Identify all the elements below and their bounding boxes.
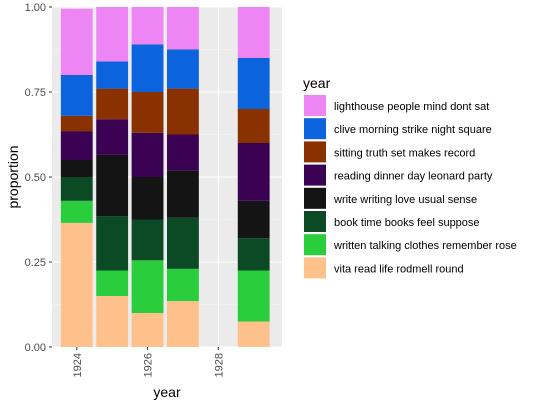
bar-segment: [61, 116, 93, 131]
bar-segment: [96, 216, 128, 270]
bar-segment: [167, 50, 199, 89]
legend-key: [304, 165, 326, 186]
bar-segment: [132, 313, 164, 347]
bar-segment: [238, 143, 270, 201]
y-tick-label: 0.50: [25, 172, 46, 184]
legend-label: sitting truth set makes record: [334, 147, 475, 159]
bar-segment: [238, 201, 270, 238]
legend-key: [304, 95, 326, 116]
bar-segment: [61, 177, 93, 201]
legend-label: write writing love usual sense: [333, 194, 477, 206]
bar-segment: [167, 269, 199, 301]
bar-segment: [238, 271, 270, 322]
bar-segment: [132, 7, 164, 44]
legend-key: [304, 211, 326, 232]
bar-segment: [96, 296, 128, 347]
bar-segment: [167, 170, 199, 218]
bar-segment: [132, 44, 164, 92]
legend-label: book time books feel suppose: [334, 217, 480, 229]
bar-segment: [61, 201, 93, 223]
bar-segment: [96, 7, 128, 61]
legend-key: [304, 188, 326, 209]
bar-segment: [96, 61, 128, 88]
legend-key: [304, 234, 326, 255]
bar-segment: [61, 9, 93, 75]
x-axis: 1924 1926 1928: [72, 347, 226, 377]
y-tick-label: 0.25: [25, 257, 46, 269]
bar-segment: [167, 301, 199, 347]
legend-label: clive morning strike night square: [334, 124, 492, 136]
legend-label: lighthouse people mind dont sat: [334, 101, 489, 113]
bar-segment: [238, 109, 270, 143]
legend-key: [304, 257, 326, 278]
x-axis-title: year: [153, 384, 181, 400]
bar-segment: [167, 135, 199, 171]
legend-key: [304, 141, 326, 162]
legend-label: reading dinner day leonard party: [334, 171, 493, 183]
legend-key: [304, 118, 326, 139]
bar-segment: [238, 238, 270, 270]
bar-segment: [96, 271, 128, 297]
bar-segment: [132, 177, 164, 220]
bar-segment: [238, 7, 270, 58]
y-tick-label: 0.75: [25, 87, 46, 99]
bar-segment: [167, 7, 199, 50]
bar-segment: [167, 218, 199, 269]
y-tick-label: 0.00: [25, 342, 46, 354]
bar-segment: [132, 92, 164, 133]
y-axis-title: proportion: [5, 145, 21, 208]
bar-segment: [238, 58, 270, 109]
bar-segment: [61, 223, 93, 347]
bar-segment: [61, 160, 93, 177]
bar-segment: [61, 131, 93, 160]
bar-segment: [132, 260, 164, 313]
legend-label: vita read life rodmell round: [334, 263, 464, 275]
y-axis: 0.00 0.25 0.50 0.75 1.00: [25, 2, 52, 354]
legend: year lighthouse people mind dont sat cliv…: [303, 75, 517, 278]
legend-title: year: [303, 75, 331, 91]
x-tick-label: 1928: [213, 353, 225, 377]
bar-segment: [96, 119, 128, 155]
y-tick-label: 1.00: [25, 2, 46, 14]
bar-segment: [238, 322, 270, 348]
bar-segment: [96, 89, 128, 120]
bar-segment: [96, 155, 128, 216]
bar-segment: [61, 75, 93, 116]
x-tick-label: 1924: [72, 353, 84, 377]
legend-label: written talking clothes remember rose: [333, 240, 517, 252]
x-tick-label: 1926: [143, 353, 155, 377]
bar-segment: [167, 89, 199, 135]
bar-segment: [132, 133, 164, 177]
bar-segment: [132, 220, 164, 261]
